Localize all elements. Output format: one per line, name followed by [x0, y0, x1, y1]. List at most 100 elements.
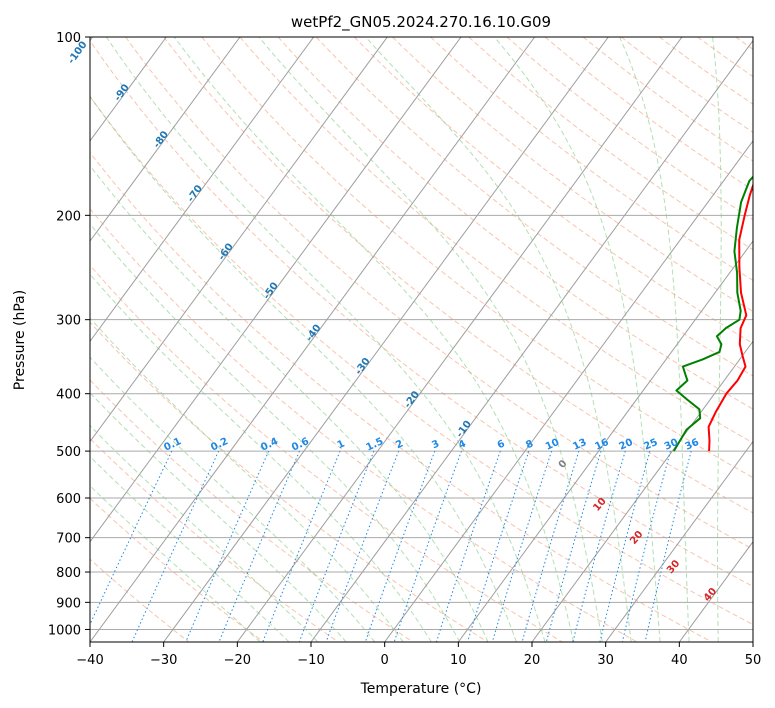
- moist-adiabat-line: [365, 37, 632, 642]
- x-axis-label: Temperature (°C): [360, 681, 482, 697]
- moist-adiabat-label: 30: [665, 558, 682, 576]
- moist-adiabat-line: [90, 455, 290, 642]
- mixing-ratio-line: [491, 450, 553, 642]
- isotherm-line: [384, 140, 753, 642]
- mixing-ratio-line: [467, 450, 530, 642]
- dry-adiabat-line: [582, 37, 753, 162]
- mixing-ratio-line: [90, 450, 173, 626]
- y-tick-label: 300: [56, 314, 81, 329]
- dry-adiabat-line: [90, 151, 712, 642]
- dry-adiabat-line: [201, 37, 753, 479]
- isotherm-label: -80: [152, 129, 172, 150]
- isotherm-label: -30: [353, 356, 373, 377]
- x-tick-label: −30: [150, 653, 177, 668]
- moist-adiabat-label: 10: [591, 496, 608, 514]
- isotherm-line: [678, 540, 753, 642]
- moist-adiabat-line: [173, 37, 575, 642]
- moist-adiabat-label: 40: [702, 586, 719, 604]
- y-tick-label: 100: [56, 31, 81, 46]
- isotherm-line: [310, 39, 753, 642]
- moist-adiabat-line: [90, 317, 404, 642]
- y-tick-label: 1000: [48, 623, 81, 638]
- x-tick-label: −10: [297, 653, 324, 668]
- dry-adiabat-line: [163, 37, 753, 514]
- mixing-ratio-line: [262, 450, 341, 642]
- mixing-ratio-label: 16: [593, 437, 610, 453]
- plot-area: [672, 175, 753, 452]
- dry-adiabat-line: [430, 37, 753, 282]
- dry-adiabat-line: [620, 37, 753, 133]
- isotherm-label: -70: [186, 183, 206, 204]
- mixing-ratio-label: 6: [496, 438, 507, 451]
- isotherm-label: -50: [261, 281, 281, 302]
- mixing-ratio-line: [599, 450, 651, 642]
- dry-adiabat-line: [90, 437, 339, 642]
- isotherm-label: -10: [454, 419, 474, 440]
- dry-adiabat-line: [90, 39, 753, 588]
- mixing-ratio-line: [545, 450, 602, 642]
- mixing-ratio-line: [325, 450, 400, 642]
- dry-adiabat-line: [90, 558, 190, 642]
- axes: −40 −30 −20 −10 0 10 20 30 40 5010020030040050060…: [48, 31, 761, 668]
- dry-adiabat-line: [506, 37, 753, 221]
- isotherm-line: [90, 37, 388, 443]
- plot-frame: [89, 36, 754, 643]
- dry-adiabat-line: [90, 264, 563, 642]
- dry-adiabat-line: [90, 95, 753, 626]
- isotherm-line: [752, 641, 753, 642]
- moist-adiabat-line: [90, 273, 432, 642]
- isotherm-line: [236, 37, 683, 642]
- dry-adiabat-line: [90, 497, 264, 642]
- x-tick-label: 50: [745, 653, 762, 668]
- x-tick-label: −20: [224, 653, 251, 668]
- y-tick-label: 400: [56, 388, 81, 403]
- mixing-ratio-label: 8: [524, 438, 535, 451]
- moist-adiabat-line: [619, 37, 690, 642]
- x-tick-label: 40: [671, 653, 688, 668]
- annotation-labels: -100-90-80-70-60-50-40-30-20-100.1 0.2 0.4…: [66, 40, 719, 604]
- mixing-ratio-label: 4: [457, 438, 468, 451]
- background-lines: [90, 37, 753, 642]
- moist-adiabat-line: [90, 223, 461, 642]
- moist-adiabat-line: [90, 356, 376, 642]
- moist-adiabat-line: [105, 37, 546, 642]
- isotherm-label: -90: [112, 82, 132, 103]
- y-axis-label: Pressure (hPa): [12, 290, 28, 390]
- dry-adiabat-line: [697, 37, 753, 78]
- mixing-ratio-line: [364, 450, 436, 642]
- profile-line: [707, 182, 753, 452]
- isotherm-line: [90, 37, 241, 242]
- dry-adiabat-line: [90, 321, 488, 642]
- isotherm-line: [90, 37, 536, 642]
- mixing-ratio-line: [644, 450, 692, 642]
- isotherm-line: [90, 37, 167, 142]
- dry-adiabat-line: [90, 379, 414, 642]
- y-tick-label: 900: [56, 596, 81, 611]
- mixing-ratio-line: [393, 450, 462, 642]
- dry-adiabat-line: [315, 37, 753, 377]
- x-tick-label: 20: [524, 653, 541, 668]
- isotherm-line: [163, 37, 609, 642]
- moist-adiabat-line: [712, 37, 722, 642]
- x-tick-label: 0: [381, 653, 389, 668]
- dry-adiabat-line: [277, 37, 753, 410]
- mixing-ratio-label: 10: [544, 437, 561, 453]
- x-tick-label: −40: [76, 653, 103, 668]
- dry-adiabat-line: [735, 37, 753, 50]
- moist-adiabat-line: [90, 424, 319, 642]
- x-tick-label: 30: [597, 653, 614, 668]
- x-tick-label: 10: [450, 653, 467, 668]
- moist-adiabat-label: 0: [557, 458, 570, 470]
- y-tick-label: 700: [56, 532, 81, 547]
- mixing-ratio-line: [185, 450, 270, 642]
- y-tick-label: 600: [56, 492, 81, 507]
- chart-title: wetPf2_GN05.2024.270.16.10.G09: [291, 13, 551, 32]
- profile-line: [672, 175, 753, 452]
- isotherm-label: -20: [402, 389, 422, 410]
- mixing-ratio-label: 20: [618, 437, 635, 453]
- mixing-ratio-label: 36: [684, 437, 701, 453]
- mixing-ratio-line: [521, 450, 580, 642]
- isotherm-line: [90, 37, 462, 543]
- moist-adiabat-line: [90, 392, 347, 642]
